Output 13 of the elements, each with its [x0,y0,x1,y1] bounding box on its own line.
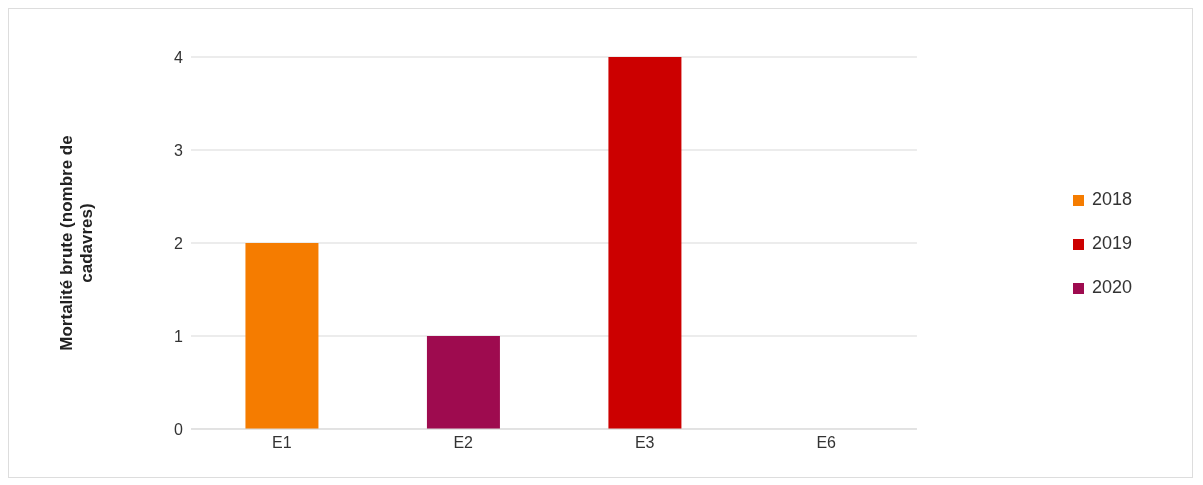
y-tick-label: 4 [174,48,184,66]
legend-label: 2020 [1091,277,1132,297]
y-tick-label: 2 [174,234,184,252]
y-axis-title: Mortalité brute (nombre de cadavres) [57,135,96,351]
y-tick-label: 3 [174,141,184,159]
x-tick-label: E2 [453,434,474,452]
x-tick-label: E3 [634,434,655,452]
y-tick-label: 1 [174,327,184,345]
legend-label: 2019 [1091,233,1132,253]
y-tick-label: 0 [174,420,184,438]
legend-label: 2018 [1091,189,1132,209]
x-tick-label: E1 [271,434,292,452]
x-tick-label: E6 [816,434,837,452]
